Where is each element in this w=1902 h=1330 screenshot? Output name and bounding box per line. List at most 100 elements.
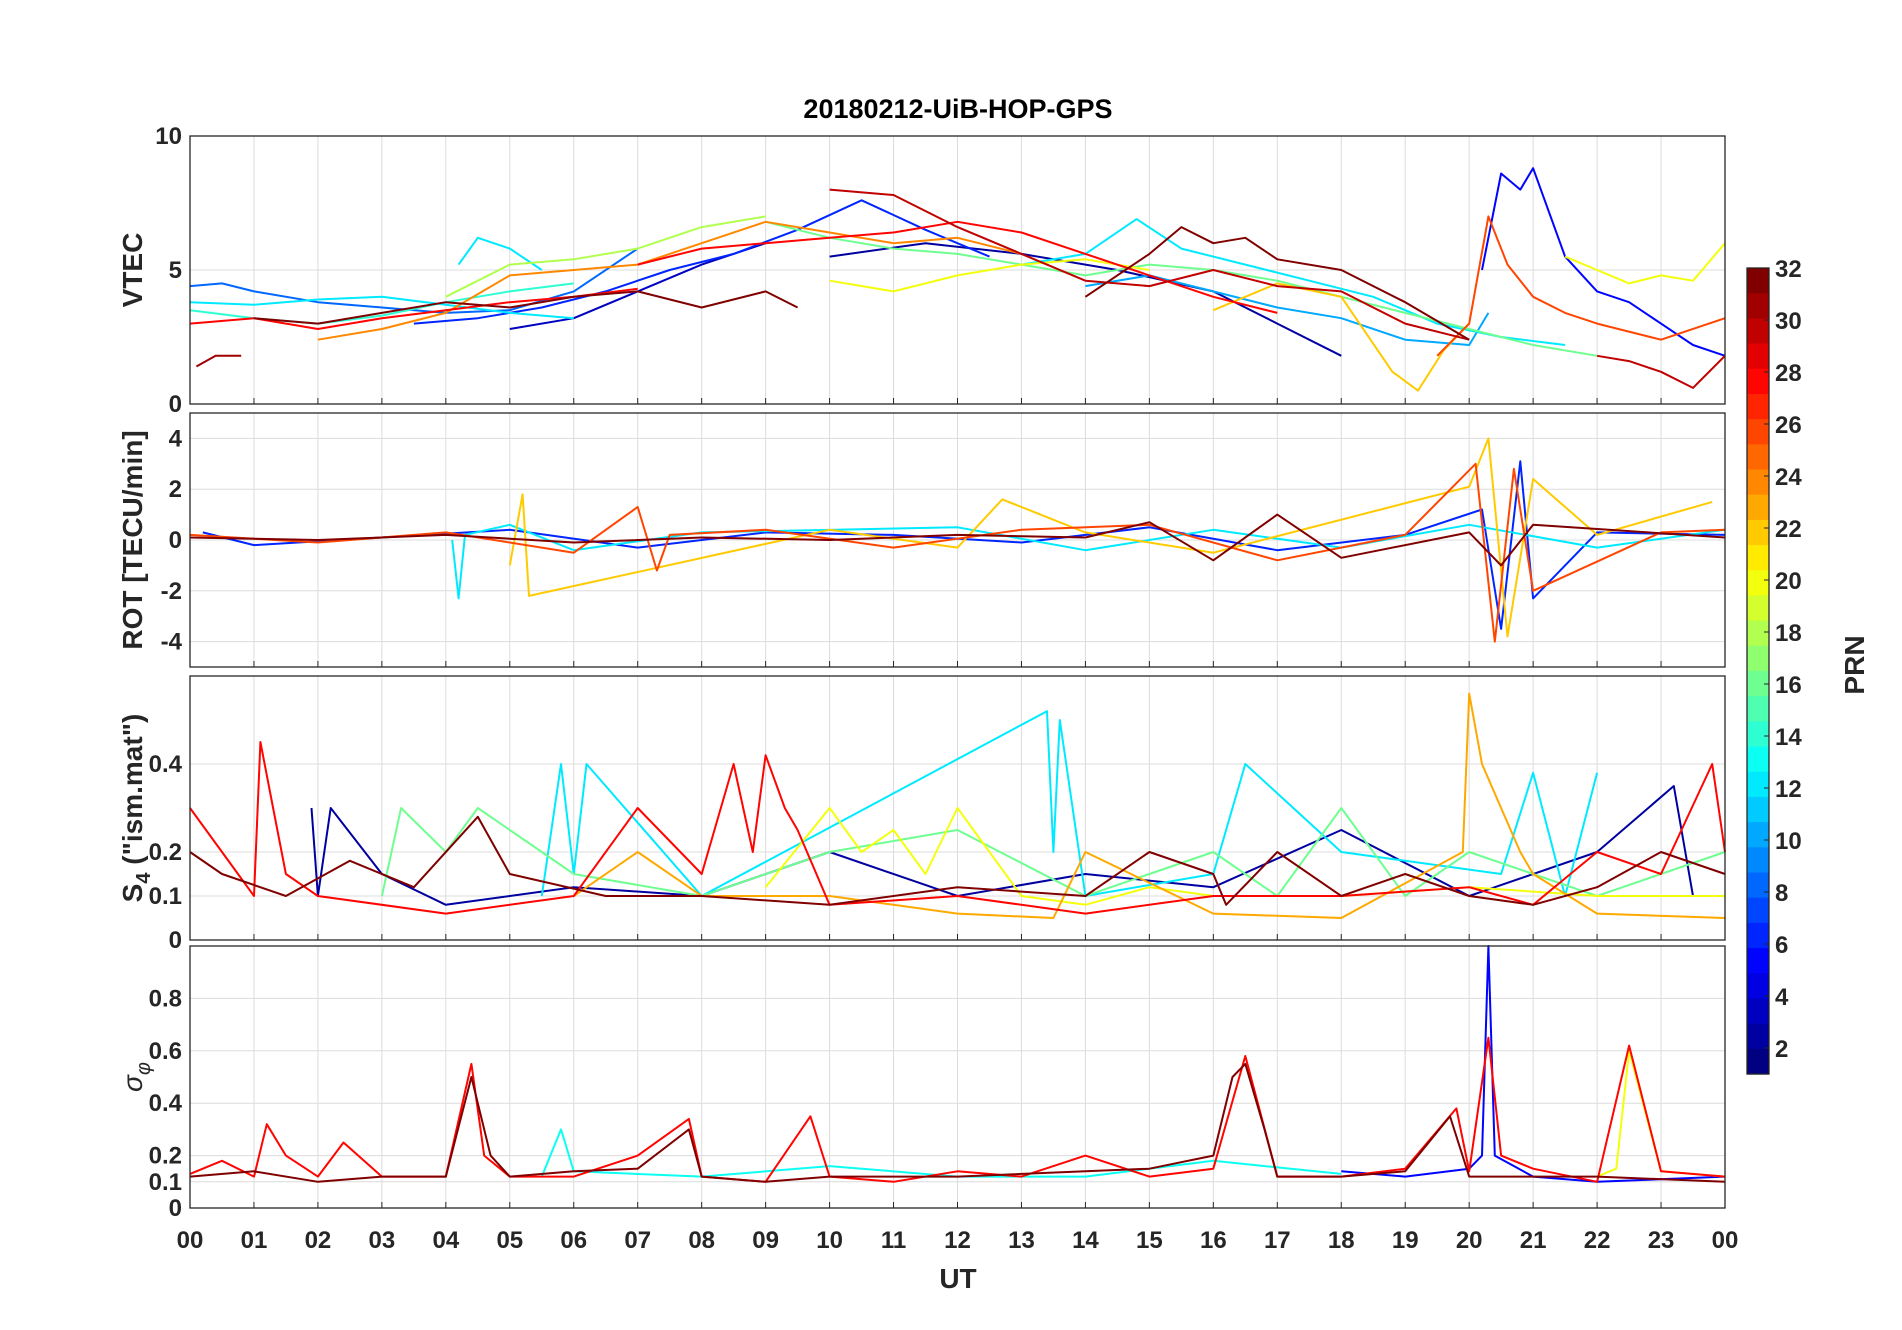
colorbar-tick-label: 4 bbox=[1775, 984, 1789, 1011]
panel-s4: 00.10.20.4S4 ("ism.mat") bbox=[117, 675, 1726, 954]
colorbar-swatch bbox=[1747, 343, 1769, 370]
colorbar-tick-label: 24 bbox=[1775, 464, 1802, 491]
y-axis-label-sigma: σφ bbox=[117, 1062, 155, 1092]
series-line-prn-12 bbox=[1021, 218, 1566, 346]
colorbar-swatch bbox=[1747, 771, 1769, 798]
colorbar-swatch bbox=[1747, 570, 1769, 597]
x-tick-label: 08 bbox=[688, 1227, 715, 1254]
colorbar-swatch bbox=[1747, 746, 1769, 773]
y-tick-label: 0.4 bbox=[149, 1090, 183, 1117]
colorbar-tick-label: 12 bbox=[1775, 776, 1802, 803]
colorbar-frame bbox=[1746, 267, 1770, 1075]
y-axis-label-subscript: 4 bbox=[133, 872, 155, 884]
panel-rot-series bbox=[189, 437, 1726, 643]
colorbar-tick-label: 30 bbox=[1775, 308, 1802, 335]
x-tick-label: 14 bbox=[1072, 1227, 1099, 1254]
series-line-prn-20 bbox=[829, 258, 1150, 293]
colorbar-tick-label: 20 bbox=[1775, 568, 1802, 595]
colorbar-swatch bbox=[1747, 847, 1769, 874]
x-tick-label: 00 bbox=[1712, 1227, 1739, 1254]
y-axis-label-main: S bbox=[117, 884, 148, 903]
series-line-prn-31 bbox=[195, 354, 242, 368]
y-tick-label: 0.2 bbox=[149, 839, 182, 866]
y-tick-label: 0 bbox=[169, 527, 182, 554]
colorbar-swatch bbox=[1747, 948, 1769, 974]
x-tick-label: 07 bbox=[624, 1227, 651, 1254]
y-tick-label: 4 bbox=[169, 425, 183, 452]
series-line-prn-28 bbox=[189, 741, 1726, 915]
chart-title: 20180212-UiB-HOP-GPS bbox=[803, 94, 1112, 124]
x-tick-labels: 00 01 02 03 04 05 06 07 08 09 10 11 12 13 14 15 16 17 18 19… bbox=[177, 1227, 1739, 1254]
x-tick-label: 04 bbox=[432, 1227, 459, 1254]
y-axis-label-main: VTEC bbox=[117, 233, 148, 308]
y-axis-label-suffix: ("ism.mat") bbox=[117, 714, 148, 873]
colorbar-tick-label: 26 bbox=[1775, 412, 1802, 439]
series-line-prn-24 bbox=[317, 220, 1022, 341]
colorbar-swatch bbox=[1747, 897, 1769, 924]
y-tick-label: -4 bbox=[161, 629, 183, 656]
series-line-prn-12 bbox=[457, 236, 543, 271]
colorbar-swatch bbox=[1747, 671, 1769, 697]
x-tick-label: 02 bbox=[305, 1227, 332, 1254]
y-axis-label-vtec: VTEC bbox=[117, 233, 148, 308]
series-line-prn-26 bbox=[1436, 215, 1726, 357]
x-tick-label: 19 bbox=[1392, 1227, 1419, 1254]
colorbar-swatch bbox=[1747, 494, 1769, 521]
series-line-prn-16 bbox=[765, 220, 1598, 357]
y-axis-label-main: σ bbox=[117, 1074, 148, 1092]
colorbar-swatch bbox=[1747, 696, 1769, 722]
x-tick-label: 23 bbox=[1648, 1227, 1675, 1254]
series-line-prn-12 bbox=[189, 295, 574, 320]
y-tick-label: 0 bbox=[169, 391, 182, 418]
x-tick-label: 13 bbox=[1008, 1227, 1035, 1254]
y-axis-label-subscript: φ bbox=[133, 1062, 155, 1075]
x-tick-label: 21 bbox=[1520, 1227, 1547, 1254]
panel-sigma: 00.10.2 0.4 0.6 0.8 σφ bbox=[117, 945, 1726, 1222]
series-line-prn-12 bbox=[540, 710, 1599, 897]
y-tick-label: 0.8 bbox=[149, 985, 182, 1012]
colorbar-swatch bbox=[1747, 973, 1769, 1000]
colorbar-tick-label: 8 bbox=[1775, 880, 1788, 907]
colorbar-tick-label: 22 bbox=[1775, 516, 1802, 543]
panel-vtec: 0 5 10 VTEC bbox=[117, 123, 1726, 418]
colorbar-swatch bbox=[1747, 998, 1769, 1025]
colorbar-tick-label: 10 bbox=[1775, 828, 1802, 855]
colorbar-swatch bbox=[1747, 595, 1769, 622]
x-tick-label: 16 bbox=[1200, 1227, 1227, 1254]
y-tick-label: 0.6 bbox=[149, 1038, 182, 1065]
y-tick-label: 10 bbox=[155, 123, 182, 150]
colorbar-swatch bbox=[1747, 419, 1769, 445]
colorbar-swatch bbox=[1747, 796, 1769, 823]
y-tick-label: 0.1 bbox=[149, 1169, 182, 1196]
colorbar-swatch bbox=[1747, 393, 1769, 420]
y-axis-label-rot: ROT [TECU/min] bbox=[117, 430, 148, 649]
colorbar-tick-label: 16 bbox=[1775, 672, 1802, 699]
colorbar-swatch bbox=[1747, 721, 1769, 748]
colorbar-swatch bbox=[1747, 268, 1769, 294]
series-line-prn-6 bbox=[202, 460, 1726, 630]
series-line-prn-16 bbox=[380, 807, 1726, 897]
colorbar-swatch bbox=[1747, 444, 1769, 471]
colorbar-tick-label: 18 bbox=[1775, 620, 1802, 647]
colorbar-swatch bbox=[1747, 318, 1769, 345]
y-tick-label: 0.1 bbox=[149, 883, 182, 910]
y-tick-label: 5 bbox=[169, 257, 182, 284]
panel-s4-series bbox=[189, 692, 1726, 919]
colorbar-swatch bbox=[1747, 620, 1769, 647]
x-tick-label: 17 bbox=[1264, 1227, 1291, 1254]
series-line-prn-30 bbox=[1596, 354, 1726, 389]
y-axis-label-main: ROT [TECU/min] bbox=[117, 430, 148, 649]
x-tick-label: 05 bbox=[496, 1227, 523, 1254]
panel-sigma-series bbox=[189, 945, 1726, 1183]
colorbar-swatch bbox=[1747, 519, 1769, 546]
colorbar-tick-label: 32 bbox=[1775, 256, 1802, 283]
colorbar-label: PRN bbox=[1839, 635, 1870, 694]
x-tick-label: 00 bbox=[177, 1227, 204, 1254]
series-line-prn-22 bbox=[508, 437, 1713, 638]
colorbar-swatch bbox=[1747, 922, 1769, 949]
series-line-prn-32 bbox=[1084, 226, 1470, 341]
series-line-prn-20 bbox=[1564, 242, 1726, 285]
series-line-prn-26 bbox=[189, 462, 1726, 643]
